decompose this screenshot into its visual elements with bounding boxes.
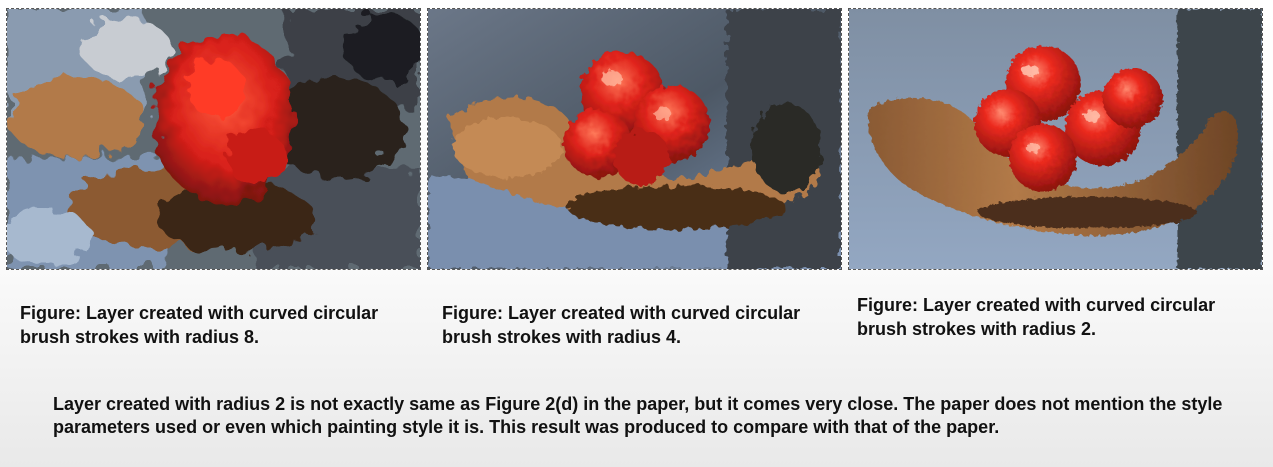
painting-radius-4-image	[428, 9, 841, 269]
comparison-note: Layer created with radius 2 is not exact…	[53, 394, 1223, 437]
painting-radius-8	[6, 8, 421, 270]
painting-radius-8-image	[7, 9, 420, 269]
figure-caption-radius-4: Figure: Layer created with curved circul…	[442, 303, 801, 347]
painting-radius-2-image	[849, 9, 1262, 269]
figure-caption-radius-2: Figure: Layer created with curved circul…	[857, 295, 1216, 339]
painting-radius-2	[848, 8, 1263, 270]
figure-caption-radius-8: Figure: Layer created with curved circul…	[20, 303, 379, 347]
painting-radius-4	[427, 8, 842, 270]
